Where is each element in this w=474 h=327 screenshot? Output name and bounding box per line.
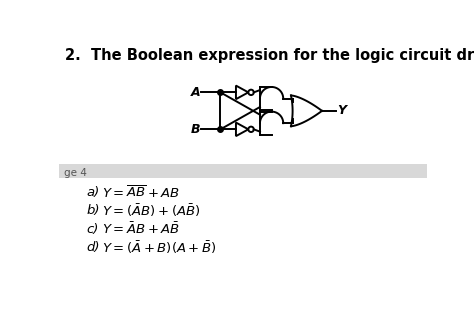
Text: B: B xyxy=(191,123,201,136)
Text: b): b) xyxy=(86,204,100,217)
Text: 2.  The Boolean expression for the logic circuit drawn in: 2. The Boolean expression for the logic … xyxy=(65,48,474,63)
Text: c): c) xyxy=(86,223,99,236)
Text: $\it{Y} = (\bar{A} + \it{B})(\it{A} + \bar{B})$: $\it{Y} = (\bar{A} + \it{B})(\it{A} + \b… xyxy=(102,240,217,256)
Text: Y: Y xyxy=(337,104,346,117)
Text: A: A xyxy=(191,86,201,99)
Text: $\it{Y} = \bar{A}\it{B} + \it{A}\bar{B}$: $\it{Y} = \bar{A}\it{B} + \it{A}\bar{B}$ xyxy=(102,222,180,237)
Bar xyxy=(59,164,427,178)
Text: $\it{Y} = (\bar{A}\it{B}) + (\it{A}\bar{B})$: $\it{Y} = (\bar{A}\it{B}) + (\it{A}\bar{… xyxy=(102,203,201,219)
Text: a): a) xyxy=(86,186,100,199)
Text: d): d) xyxy=(86,241,100,254)
Text: $\it{Y} = \overline{AB} + \it{AB}$: $\it{Y} = \overline{AB} + \it{AB}$ xyxy=(102,184,180,200)
Text: ge 4: ge 4 xyxy=(64,168,87,178)
